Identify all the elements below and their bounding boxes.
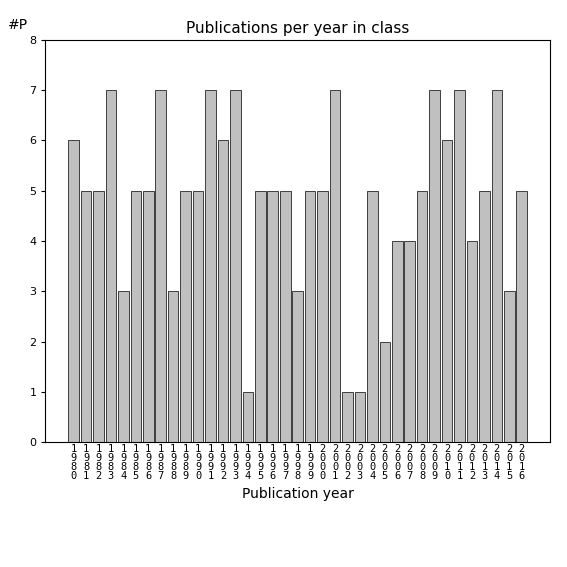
Bar xyxy=(392,241,403,442)
Bar xyxy=(305,191,315,442)
Bar xyxy=(517,191,527,442)
Bar xyxy=(454,90,465,442)
Bar xyxy=(442,141,452,442)
Bar xyxy=(330,90,340,442)
Bar xyxy=(205,90,216,442)
Bar xyxy=(293,291,303,442)
Bar xyxy=(354,392,365,442)
Bar xyxy=(143,191,154,442)
Bar xyxy=(280,191,290,442)
Y-axis label: #P: #P xyxy=(7,18,28,32)
Bar xyxy=(367,191,378,442)
Bar xyxy=(68,141,79,442)
Bar xyxy=(342,392,353,442)
Bar xyxy=(504,291,515,442)
Bar xyxy=(404,241,415,442)
X-axis label: Publication year: Publication year xyxy=(242,487,354,501)
Bar xyxy=(318,191,328,442)
Bar xyxy=(268,191,278,442)
Bar xyxy=(479,191,490,442)
Bar xyxy=(255,191,265,442)
Bar xyxy=(193,191,204,442)
Bar xyxy=(81,191,91,442)
Bar xyxy=(155,90,166,442)
Bar xyxy=(180,191,191,442)
Bar xyxy=(417,191,428,442)
Bar xyxy=(218,141,229,442)
Bar xyxy=(105,90,116,442)
Bar xyxy=(168,291,179,442)
Bar xyxy=(130,191,141,442)
Bar xyxy=(429,90,440,442)
Bar xyxy=(93,191,104,442)
Bar xyxy=(467,241,477,442)
Title: Publications per year in class: Publications per year in class xyxy=(186,21,409,36)
Bar xyxy=(492,90,502,442)
Bar xyxy=(230,90,241,442)
Bar xyxy=(243,392,253,442)
Bar xyxy=(118,291,129,442)
Bar xyxy=(379,341,390,442)
